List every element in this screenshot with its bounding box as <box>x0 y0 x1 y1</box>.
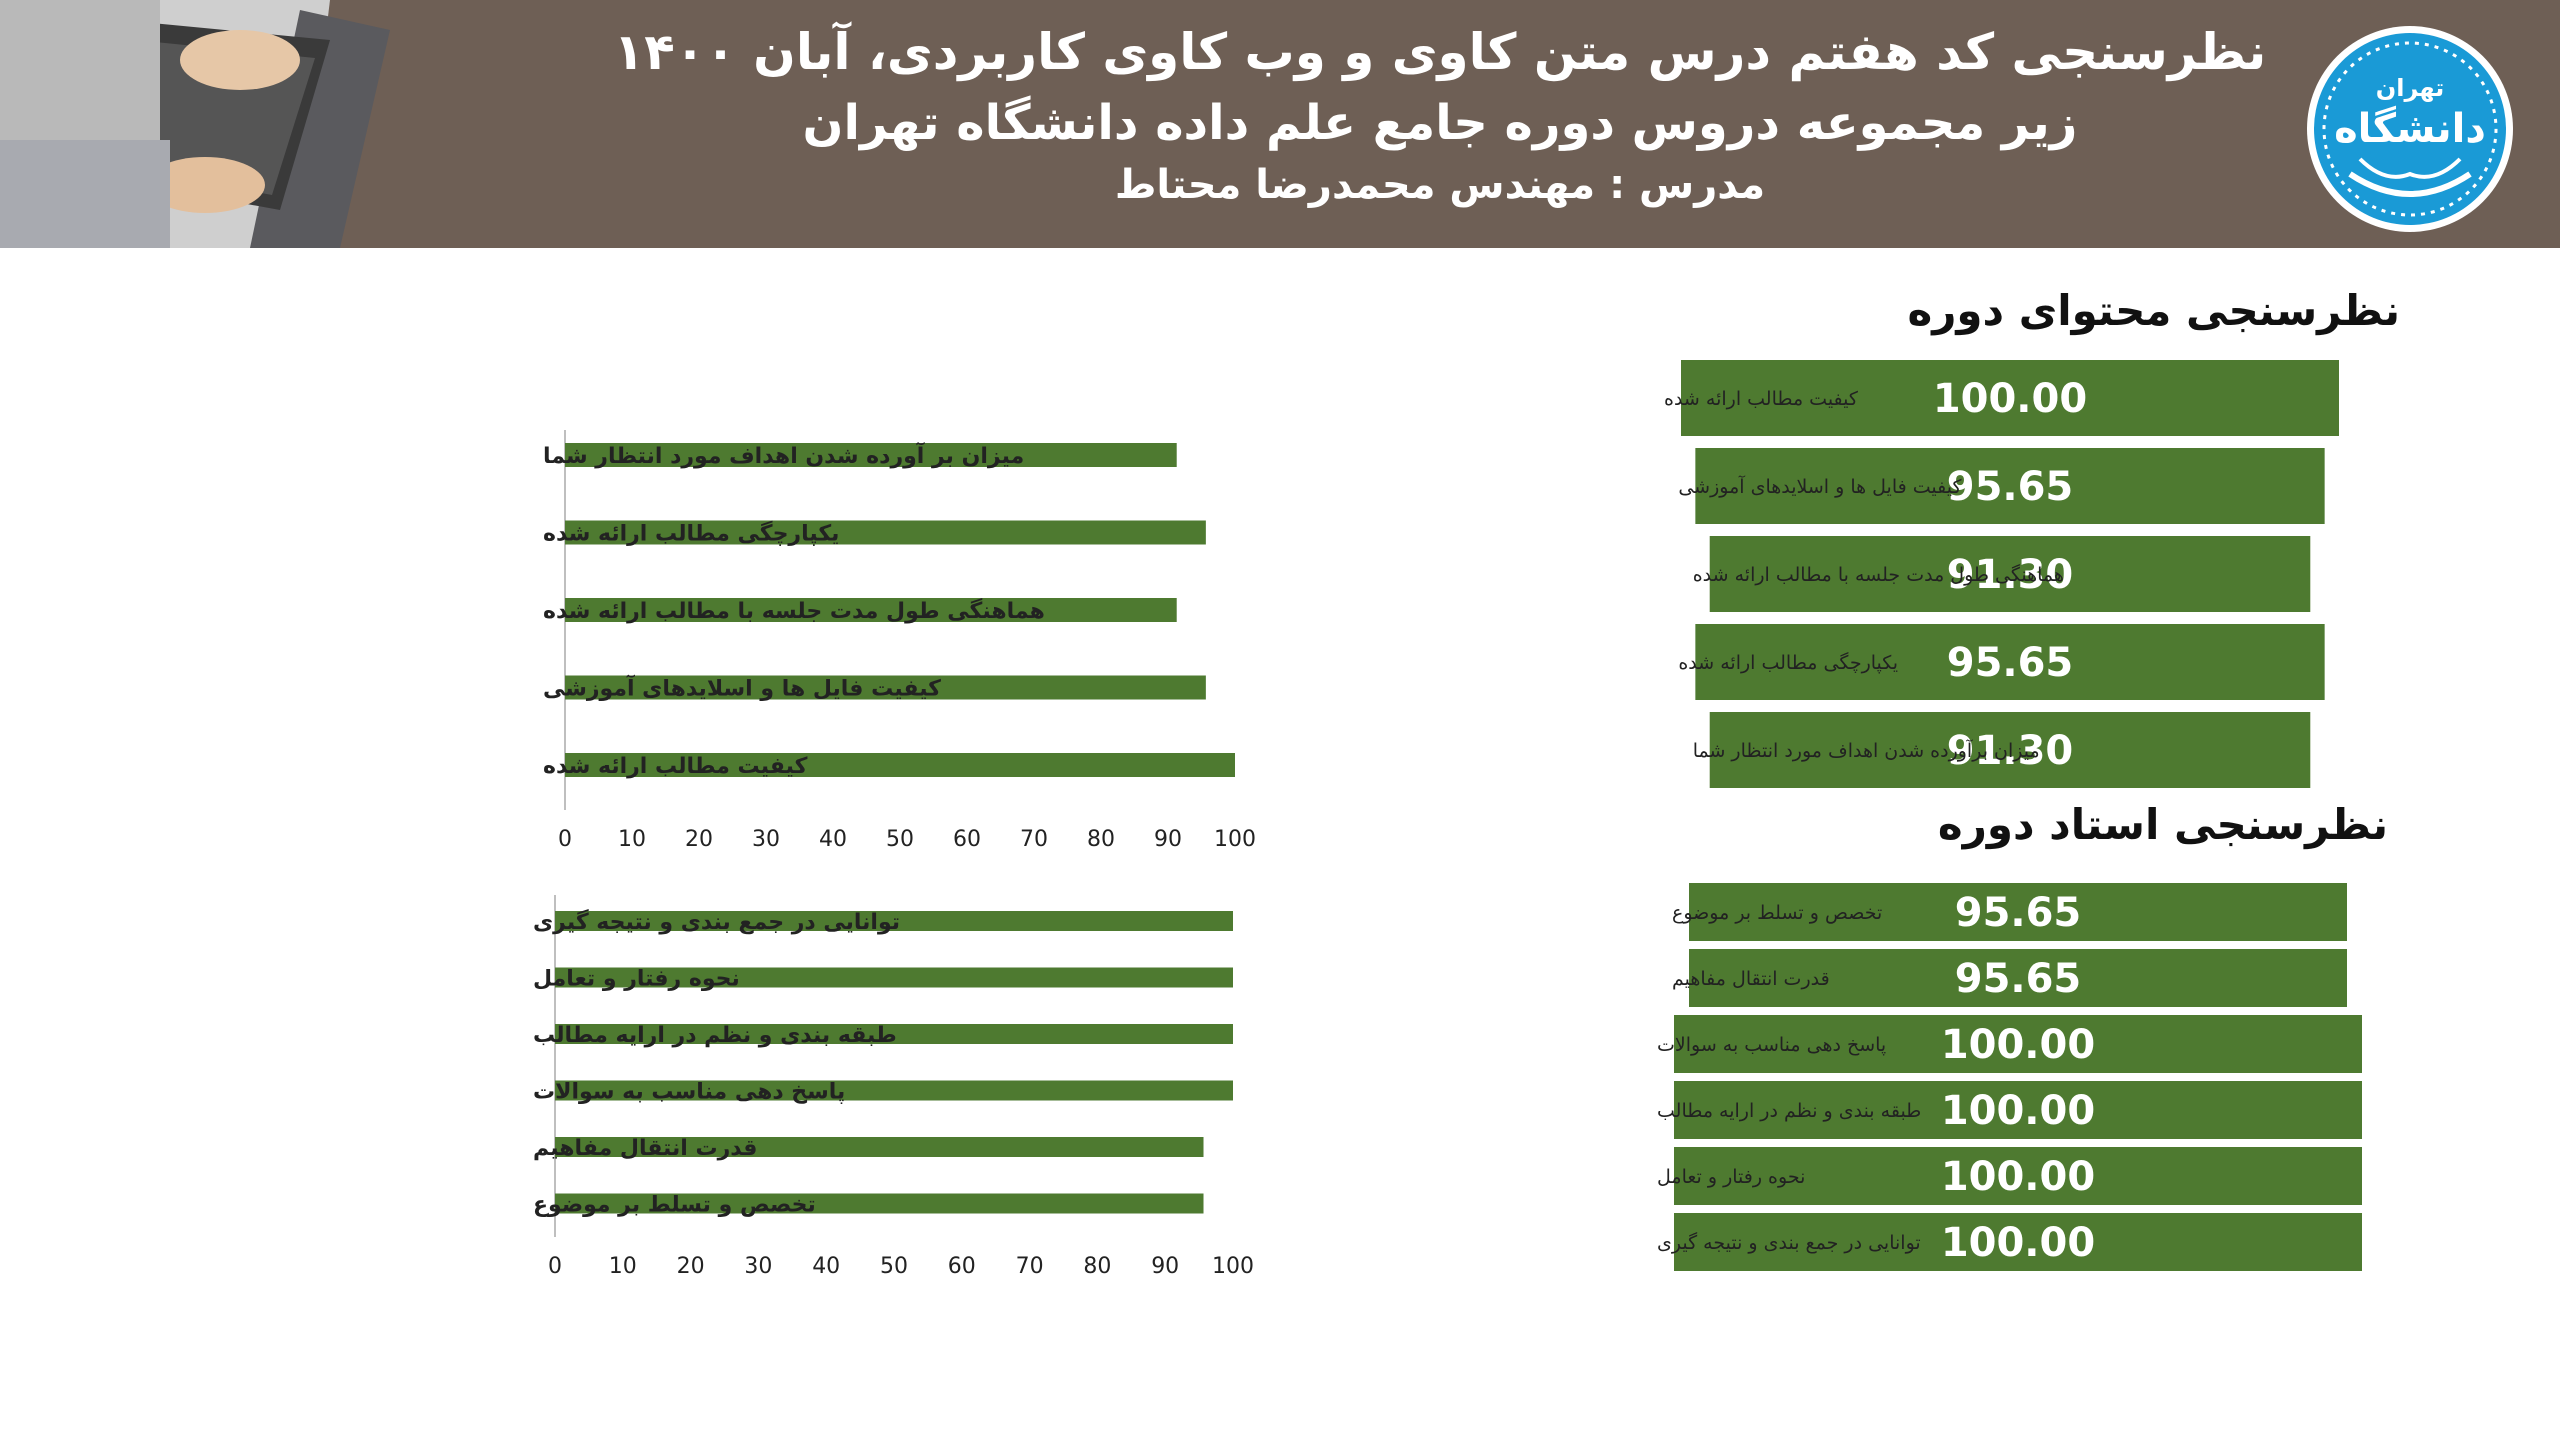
x-tick-label: 50 <box>880 1254 908 1279</box>
instructor-category-label: پاسخ دهی مناسب به سوالات <box>1657 1034 1886 1056</box>
content-category-label: هماهنگی طول مدت جلسه با مطالب ارائه شده <box>1693 563 2064 586</box>
content-bar <box>565 675 1206 700</box>
content-bar <box>565 753 1235 777</box>
header-banner: نظرسنجی کد هفتم درس متن کاوی و وب کاوی ک… <box>0 0 2560 248</box>
content-category-label: کیفیت مطالب ارائه شده <box>1664 388 1859 410</box>
svg-text:دانشگاه: دانشگاه <box>2334 105 2486 152</box>
x-tick-label: 80 <box>1087 827 1115 852</box>
x-tick-label: 10 <box>618 827 646 852</box>
content-category-label: میزان بر آورده شدن اهداف مورد انتظار شما <box>543 441 1024 469</box>
instructor-value-label: 100.00 <box>1941 1022 2095 1068</box>
content-bar <box>565 443 1177 467</box>
instructor-section-title: نظرسنجی استاد دوره <box>1937 800 2388 849</box>
instructor-category-label: توانایی در جمع بندی و نتیجه گیری <box>1657 1231 1921 1254</box>
content-value-label: 91.30 <box>1947 728 2074 774</box>
instructor-bar <box>555 967 1233 988</box>
instructor-category-label: نحوه رفتار و تعامل <box>533 967 740 992</box>
content-category-label: هماهنگی طول مدت جلسه با مطالب ارائه شده <box>543 597 1045 624</box>
content-category-label: یکپارچگی مطالب ارائه شده <box>543 520 839 547</box>
instructor-value-bar <box>1672 1145 2364 1207</box>
content-category-label: میزان برآورده شدن اهداف مورد انتظار شما <box>1693 738 2040 762</box>
x-tick-label: 30 <box>752 827 780 852</box>
content-bar <box>565 520 1206 545</box>
content-survey-chart: میزان بر آورده شدن اهداف مورد انتظار شما… <box>543 430 1256 852</box>
instructor-value-bar <box>1672 1013 2364 1075</box>
content-category-label: کیفیت مطالب ارائه شده <box>543 754 808 779</box>
x-tick-label: 50 <box>886 827 914 852</box>
instructor-value-bar <box>1672 1211 2364 1273</box>
header-title-line2: زیر مجموعه دروس دوره جامع علم داده دانشگ… <box>802 95 2078 151</box>
instructor-value-label: 100.00 <box>1941 1088 2095 1134</box>
content-value-bar <box>1707 710 2313 790</box>
instructor-value-bar <box>1687 947 2349 1009</box>
content-category-label: یکپارچگی مطالب ارائه شده <box>1678 651 1898 674</box>
x-tick-label: 60 <box>948 1254 976 1279</box>
content-category-label: کیفیت فایل ها و اسلایدهای آموزشی <box>543 674 941 702</box>
instructor-bar <box>555 1024 1233 1044</box>
instructor-bar <box>555 1080 1233 1101</box>
x-tick-label: 40 <box>819 827 847 852</box>
instructor-bar <box>555 1137 1204 1157</box>
instructor-category-label: نحوه رفتار و تعامل <box>1657 1166 1805 1188</box>
instructor-value-label: 95.65 <box>1955 890 2082 936</box>
university-logo: تهران دانشگاه <box>2307 26 2513 232</box>
content-value-label: 100.00 <box>1933 376 2087 422</box>
x-tick-label: 10 <box>609 1254 637 1279</box>
instructor-category-label: پاسخ دهی مناسب به سوالات <box>533 1080 845 1105</box>
x-tick-label: 100 <box>1212 1254 1254 1279</box>
instructor-category-label: طبقه بندی و نظم در ارایه مطالب <box>533 1023 897 1048</box>
content-section-title: نظرسنجی محتوای دوره <box>1907 286 2400 335</box>
content-value-bar <box>1707 534 2313 614</box>
x-tick-label: 60 <box>953 827 981 852</box>
instructor-survey-chart: توانایی در جمع بندی و نتیجه گیری نحوه رفت… <box>533 895 1254 1279</box>
x-tick-label: 90 <box>1154 827 1182 852</box>
instructor-category-label: تخصص و تسلط بر موضوع <box>533 1193 816 1218</box>
instructor-category-label: قدرت انتقال مفاهیم <box>533 1136 757 1161</box>
content-value-label: 95.65 <box>1947 464 2074 510</box>
instructor-scores-chart: 95.65 تخصص و تسلط بر موضوع 95.65 قدرت انتقا… <box>1657 881 2364 1273</box>
instructor-bar <box>555 1193 1204 1214</box>
x-tick-label: 100 <box>1214 827 1256 852</box>
x-tick-label: 0 <box>558 827 572 852</box>
x-tick-label: 20 <box>685 827 713 852</box>
instructor-value-label: 95.65 <box>1955 956 2082 1002</box>
content-value-bar <box>1693 622 2327 702</box>
x-tick-label: 30 <box>744 1254 772 1279</box>
instructor-category-label: توانایی در جمع بندی و نتیجه گیری <box>533 908 900 935</box>
content-category-label: کیفیت فایل ها و اسلایدهای آموزشی <box>1678 474 1962 498</box>
header-instructor-line: مدرس : مهندس محمدرضا محتاط <box>1114 162 1766 208</box>
instructor-value-bar <box>1672 1079 2364 1141</box>
x-tick-label: 70 <box>1016 1254 1044 1279</box>
instructor-bar <box>555 911 1233 931</box>
content-value-bar <box>1693 446 2327 526</box>
x-tick-label: 20 <box>677 1254 705 1279</box>
header-title-line1: نظرسنجی کد هفتم درس متن کاوی و وب کاوی ک… <box>613 23 2267 81</box>
x-tick-label: 80 <box>1083 1254 1111 1279</box>
instructor-category-label: طبقه بندی و نظم در ارایه مطالب <box>1657 1100 1921 1122</box>
x-tick-label: 70 <box>1020 827 1048 852</box>
x-tick-label: 0 <box>548 1254 562 1279</box>
svg-text:تهران: تهران <box>2376 74 2445 102</box>
x-tick-label: 40 <box>812 1254 840 1279</box>
instructor-value-label: 100.00 <box>1941 1220 2095 1266</box>
instructor-value-label: 100.00 <box>1941 1154 2095 1200</box>
content-value-label: 91.30 <box>1947 552 2074 598</box>
content-value-bar <box>1679 358 2341 438</box>
instructor-category-label: تخصص و تسلط بر موضوع <box>1672 902 1882 924</box>
content-bar <box>565 598 1177 622</box>
header-titles: نظرسنجی کد هفتم درس متن کاوی و وب کاوی ک… <box>560 0 2320 248</box>
x-tick-label: 90 <box>1151 1254 1179 1279</box>
laptop-photo <box>0 0 560 248</box>
instructor-value-bar <box>1687 881 2349 943</box>
instructor-category-label: قدرت انتقال مفاهیم <box>1672 968 1830 990</box>
content-value-label: 95.65 <box>1947 640 2074 686</box>
